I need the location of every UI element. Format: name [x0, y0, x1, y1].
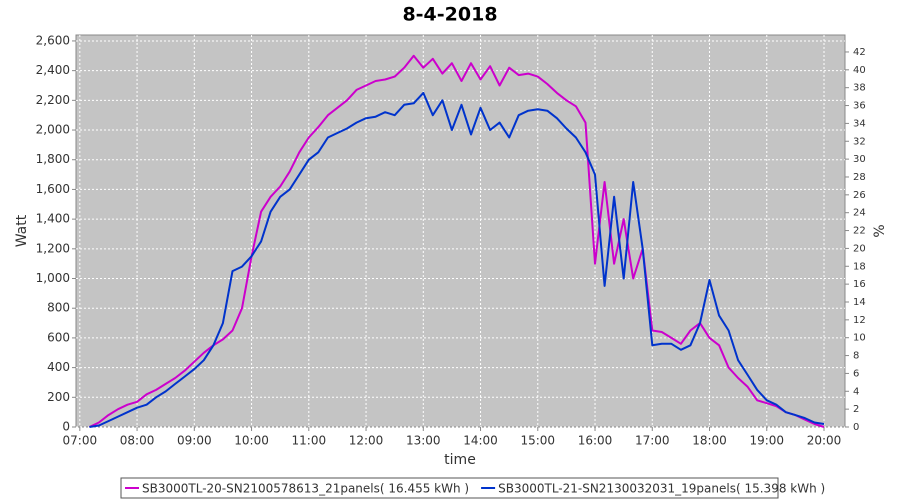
x-tick-label: 15:00 — [520, 434, 555, 448]
y-tick-label: 1,000 — [36, 271, 70, 285]
y-tick-label: 800 — [47, 301, 70, 315]
y2-tick-label: 28 — [853, 172, 866, 183]
y2-tick-label: 36 — [853, 101, 866, 112]
y2-tick-label: 8 — [853, 351, 859, 362]
y2-tick-label: 2 — [853, 404, 859, 415]
x-tick-label: 14:00 — [463, 434, 498, 448]
y-tick-label: 200 — [47, 390, 70, 404]
y-tick-label: 2,400 — [36, 63, 70, 77]
y-tick-label: 2,200 — [36, 93, 70, 107]
y-tick-label: 2,000 — [36, 123, 70, 137]
series-line — [89, 91, 825, 428]
y-tick-label: 1,200 — [36, 241, 70, 255]
x-tick-label: 13:00 — [406, 434, 441, 448]
y2-tick-label: 22 — [853, 226, 866, 237]
y-tick-label: 1,400 — [36, 212, 70, 226]
x-tick-label: 12:00 — [349, 434, 384, 448]
y2-tick-label: 0 — [853, 422, 859, 433]
y2-tick-label: 14 — [853, 297, 866, 308]
y2-tick-label: 4 — [853, 386, 859, 397]
y2-tick-label: 18 — [853, 261, 866, 272]
y2-tick-label: 38 — [853, 83, 866, 94]
y2-tick-label: 26 — [853, 190, 866, 201]
y-tick-label: 2,600 — [36, 33, 70, 47]
y2-tick-label: 40 — [853, 65, 866, 76]
y2-tick-label: 16 — [853, 279, 866, 290]
y2-tick-label: 12 — [853, 315, 866, 326]
y-tick-label: 600 — [47, 330, 70, 344]
x-axis-label: time — [444, 452, 476, 468]
y-tick-label: 0 — [62, 420, 70, 434]
x-tick-label: 11:00 — [292, 434, 327, 448]
y2-tick-label: 42 — [853, 47, 866, 58]
x-tick-label: 10:00 — [234, 434, 269, 448]
y2-tick-label: 24 — [853, 208, 866, 219]
y2-tick-label: 20 — [853, 243, 866, 254]
x-tick-label: 16:00 — [578, 434, 613, 448]
y2-axis-label: % — [872, 224, 888, 237]
x-tick-label: 20:00 — [807, 434, 842, 448]
chart-title: 8-4-2018 — [402, 4, 497, 26]
y2-tick-label: 30 — [853, 154, 866, 165]
legend-label: SB3000TL-21-SN2130032031_19panels( 15.39… — [498, 482, 825, 496]
x-tick-label: 09:00 — [177, 434, 212, 448]
y-tick-label: 400 — [47, 360, 70, 374]
legend-label: SB3000TL-20-SN2100578613_21panels( 16.45… — [142, 482, 469, 496]
y2-tick-label: 32 — [853, 136, 866, 147]
x-tick-label: 07:00 — [63, 434, 98, 448]
y2-tick-label: 10 — [853, 333, 866, 344]
y2-tick-label: 6 — [853, 368, 859, 379]
x-tick-label: 18:00 — [692, 434, 727, 448]
y-axis-label: Watt — [14, 214, 30, 247]
y2-tick-label: 34 — [853, 118, 866, 129]
y-tick-label: 1,800 — [36, 152, 70, 166]
x-tick-label: 19:00 — [749, 434, 784, 448]
legend — [120, 477, 779, 499]
y-tick-label: 1,600 — [36, 182, 70, 196]
x-tick-label: 17:00 — [635, 434, 670, 448]
x-tick-label: 08:00 — [120, 434, 155, 448]
